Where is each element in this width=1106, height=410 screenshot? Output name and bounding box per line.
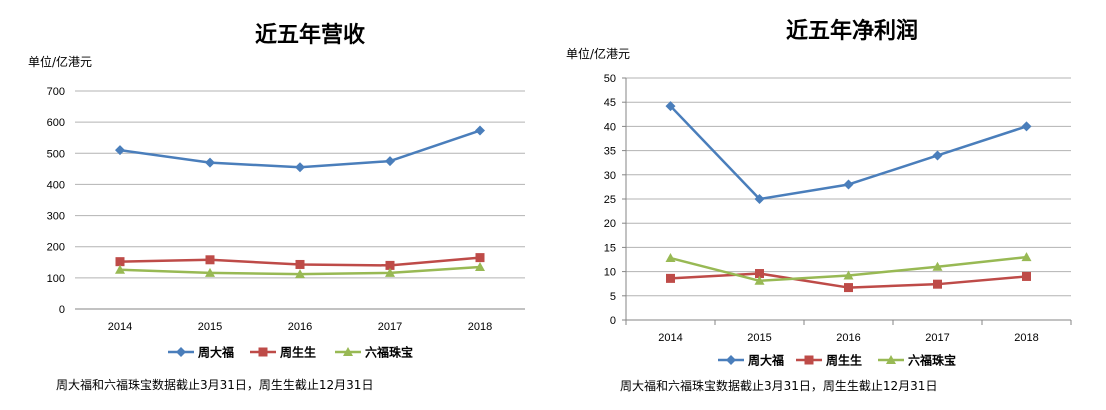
data-point (385, 156, 395, 167)
legend-marker (176, 347, 186, 357)
data-point (843, 270, 854, 280)
data-point (755, 269, 764, 279)
legend-marker (258, 347, 268, 357)
x-tick-label: 2015 (747, 332, 771, 344)
data-point (665, 101, 676, 112)
data-point (1021, 252, 1032, 262)
x-tick-label: 2016 (288, 321, 312, 333)
y-tick-label: 700 (47, 86, 65, 98)
x-tick-label: 2015 (198, 321, 222, 333)
data-point (1021, 121, 1032, 132)
revenue-chart-panel: 近五年营收单位/亿港元 0 100 200 300 400 500 600 700 2014 201… (0, 0, 545, 410)
legend-label: 六福珠宝 (365, 345, 413, 360)
data-point (295, 269, 305, 279)
data-point (295, 259, 305, 269)
legend-label: 周大福 (198, 345, 234, 360)
data-point (385, 267, 395, 277)
legend-marker (804, 355, 814, 365)
y-tick-label: 300 (47, 211, 65, 223)
footnote: 周大福和六福珠宝数据截止3月31日，周生生截止12月31日 (620, 379, 938, 393)
data-point (475, 125, 485, 136)
data-point (1022, 271, 1031, 281)
data-point (932, 261, 943, 271)
data-point (475, 261, 485, 271)
y-tick-label: 400 (47, 179, 65, 191)
x-tick-label: 2014 (658, 332, 682, 344)
legend-label: 六福珠宝 (908, 353, 956, 368)
y-tick-label: 0 (610, 315, 616, 327)
y-tick-label: 25 (604, 194, 616, 206)
data-point (475, 253, 485, 263)
y-tick-label: 100 (47, 273, 65, 285)
chart-title: 近五年净利润 (786, 18, 918, 44)
data-point (115, 257, 125, 267)
data-point (754, 275, 765, 285)
x-tick-label: 2017 (378, 321, 402, 333)
data-point (665, 253, 676, 263)
profit-chart-panel: 近五年净利润单位/亿港元 0 5 10 15 20 25 30 35 40 45 50 2014 2015… (548, 0, 1106, 410)
y-axis-label: 单位/亿港元 (28, 54, 92, 69)
y-tick-label: 20 (604, 218, 616, 230)
chart-title: 近五年营收 (255, 22, 365, 48)
x-tick-label: 2014 (108, 321, 132, 333)
y-tick-label: 30 (604, 170, 616, 182)
data-point (385, 260, 395, 270)
y-tick-label: 500 (47, 148, 65, 160)
data-point (843, 179, 854, 190)
x-tick-label: 2018 (1014, 332, 1038, 344)
footnote: 周大福和六福珠宝数据截止3月31日，周生生截止12月31日 (56, 378, 374, 392)
data-point (205, 267, 215, 277)
legend-marker (886, 355, 896, 364)
series-line (119, 129, 481, 169)
data-point (754, 194, 765, 204)
legend-label: 周生生 (826, 353, 862, 368)
y-tick-label: 200 (47, 242, 65, 254)
x-tick-label: 2016 (836, 332, 860, 344)
data-point (115, 264, 125, 274)
data-point (932, 150, 943, 161)
x-tick-label: 2018 (468, 321, 492, 333)
data-point (295, 162, 305, 173)
data-point (115, 145, 125, 156)
y-axis-label: 单位/亿港元 (566, 46, 630, 61)
legend-marker (343, 347, 353, 356)
y-tick-label: 40 (604, 121, 616, 133)
y-tick-label: 10 (604, 267, 616, 279)
legend-label: 周大福 (748, 353, 784, 368)
y-tick-label: 600 (47, 117, 65, 129)
y-tick-label: 15 (604, 242, 616, 254)
legend-marker (726, 355, 736, 365)
y-tick-label: 0 (59, 304, 65, 316)
data-point (933, 279, 942, 289)
y-tick-label: 50 (604, 73, 616, 85)
y-tick-label: 35 (604, 146, 616, 158)
y-tick-label: 5 (610, 291, 616, 303)
data-point (205, 255, 215, 265)
data-point (844, 283, 853, 293)
legend-label: 周生生 (280, 345, 316, 360)
y-tick-label: 45 (604, 97, 616, 109)
x-tick-label: 2017 (925, 332, 949, 344)
data-point (666, 273, 675, 283)
data-point (205, 157, 215, 168)
